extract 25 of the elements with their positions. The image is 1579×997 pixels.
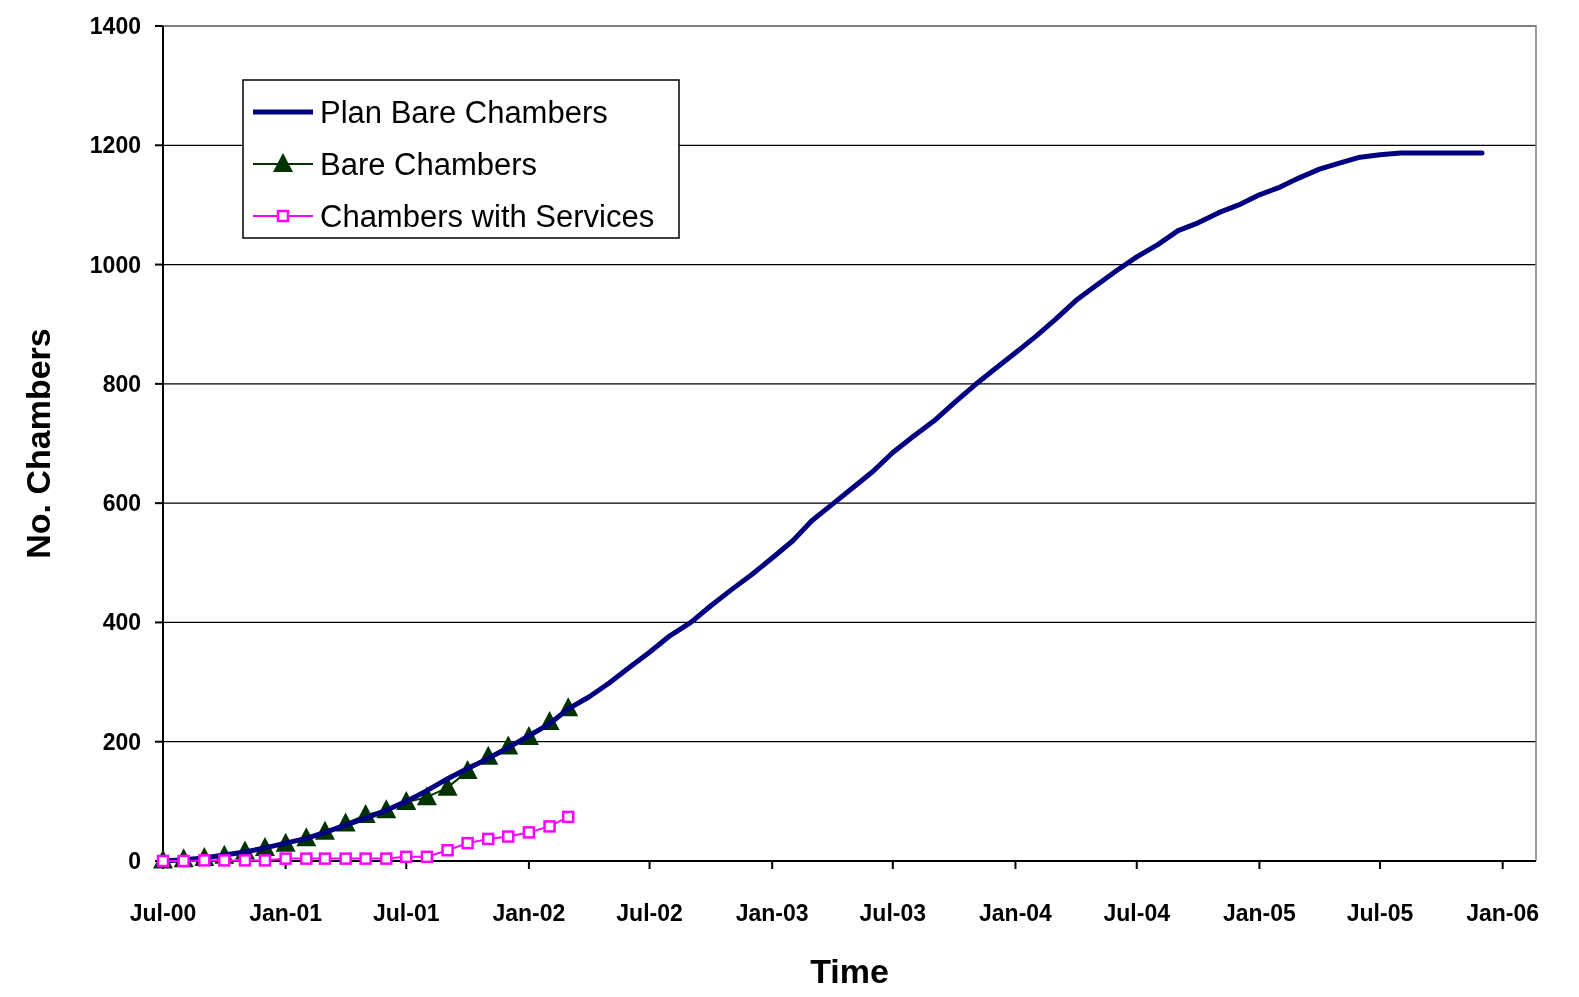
x-tick-label: Jan-06: [1466, 900, 1540, 926]
legend-label: Plan Bare Chambers: [320, 94, 608, 130]
x-tick-label: Jan-04: [979, 900, 1053, 926]
x-tick-label: Jul-01: [373, 900, 440, 926]
y-tick-label: 0: [128, 848, 141, 875]
y-tick-label: 400: [102, 609, 141, 636]
y-axis-title: No. Chambers: [19, 328, 57, 559]
x-tick-label: Jul-02: [616, 900, 683, 926]
x-tick-label: Jan-01: [249, 900, 323, 926]
x-tick-label: Jul-03: [859, 900, 927, 926]
x-tick-label: Jan-02: [492, 900, 566, 926]
x-tick-label: Jan-03: [735, 900, 809, 926]
y-tick-label: 600: [102, 490, 141, 517]
y-tick-label: 1000: [89, 251, 141, 278]
x-tick-label: Jul-04: [1103, 900, 1171, 926]
legend-label: Chambers with Services: [320, 198, 655, 234]
y-tick-label: 1400: [89, 13, 141, 40]
x-axis-title: Time: [810, 952, 889, 990]
y-tick-label: 200: [102, 728, 141, 755]
x-tick-label: Jul-05: [1346, 900, 1414, 926]
legend-label: Bare Chambers: [320, 146, 538, 182]
y-tick-label: 1200: [89, 132, 141, 159]
x-tick-label: Jul-00: [129, 900, 197, 926]
y-tick-label: 800: [102, 370, 141, 397]
x-tick-label: Jan-05: [1222, 900, 1297, 926]
